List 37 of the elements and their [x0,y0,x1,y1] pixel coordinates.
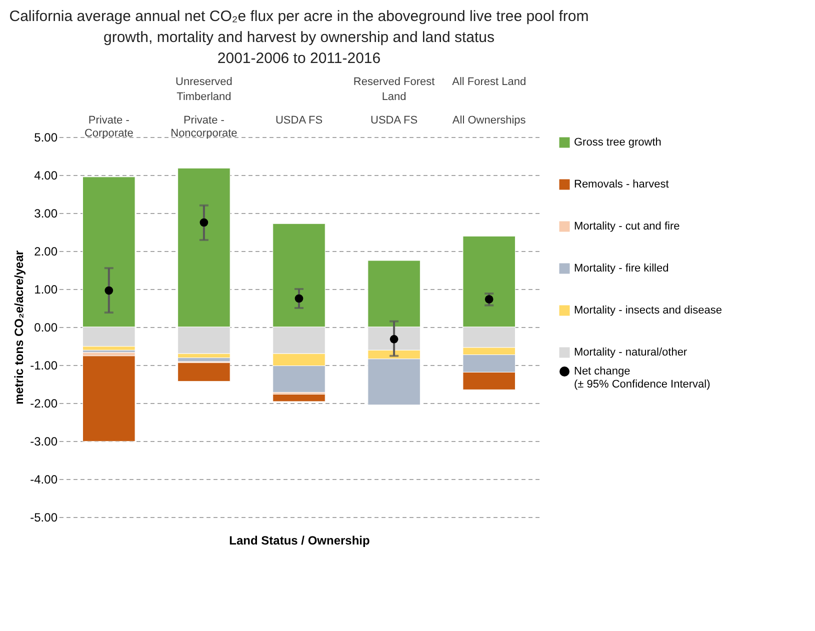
y-tick-label: -5.00 [30,510,58,524]
legend-label: Removals - harvest [574,178,669,190]
legend-label: Mortality - fire killed [574,262,669,274]
text: Unreserved Timberland [176,76,232,103]
y-tick-label: 0.00 [34,320,58,334]
legend-label: Net change (± 95% Confidence Interval) [574,366,710,390]
legend-label: Gross tree growth [574,136,662,148]
y-tick-label: 2.00 [34,244,58,258]
text: All Forest Land [452,76,526,88]
y-tick-label: 5.00 [34,130,58,144]
y-tick-label: 3.00 [34,206,58,220]
legend-label: Mortality - natural/other [574,346,688,358]
x-tick-label: Private - Noncorporate [170,114,238,140]
bar [82,356,136,442]
chart-title: California average annual net CO₂e flux per acre in the aboveground live tree pool from growth, mortality and harvest by ownership and land status [9,8,589,46]
y-axis-title: metric tons CO₂e/acre/year [12,250,26,405]
point [484,295,494,304]
point [104,286,114,295]
legend-label: Mortality - cut and fire [574,220,680,232]
text: Reserved Forest Land [353,76,435,103]
y-tick-label: -4.00 [30,472,58,486]
bar [272,394,326,402]
x-tick-label: Private - Corporate [84,114,134,140]
point [390,334,398,344]
chart-subtitle: 2001-2006 to 2011-2016 [217,50,381,67]
y-tick-label: -3.00 [30,434,58,448]
y-tick-label: 4.00 [34,168,58,182]
x-tick-label: USDA FS [275,114,323,126]
point [200,218,208,227]
y-tick-label: -2.00 [30,396,58,410]
x-tick-label: USDA FS [370,114,418,126]
x-axis-title: Land Status / Ownership [229,534,370,548]
point [294,294,304,303]
y-tick-label: -1.00 [30,358,58,372]
x-tick-label: All Ownerships [452,114,526,126]
y-tick-label: 1.00 [34,282,58,296]
legend-label: Mortality - insects and disease [574,304,722,316]
